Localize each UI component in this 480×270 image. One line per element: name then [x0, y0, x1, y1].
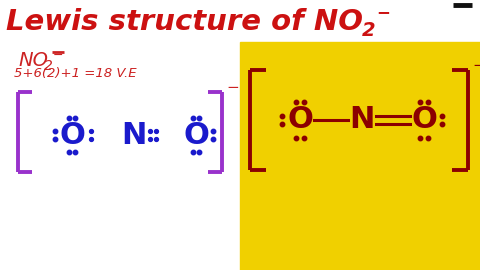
Text: −: − — [53, 49, 63, 62]
Bar — [0, 42, 240, 270]
Text: N: N — [121, 120, 147, 150]
Text: 2: 2 — [44, 59, 53, 73]
Text: 5+6(2)+1 =18 V.E: 5+6(2)+1 =18 V.E — [14, 66, 137, 79]
Text: −: − — [376, 3, 390, 21]
Text: NO: NO — [18, 50, 48, 69]
Text: O: O — [411, 106, 437, 134]
Text: O: O — [59, 120, 85, 150]
Text: 2: 2 — [362, 22, 376, 40]
Text: Lewis structure of NO: Lewis structure of NO — [6, 8, 363, 36]
Text: N: N — [349, 106, 375, 134]
Bar — [240, 42, 480, 270]
Text: −: − — [472, 58, 480, 73]
Text: O: O — [287, 106, 313, 134]
Text: −: − — [226, 80, 239, 96]
Bar — [0, 0, 480, 42]
Text: O: O — [183, 120, 209, 150]
